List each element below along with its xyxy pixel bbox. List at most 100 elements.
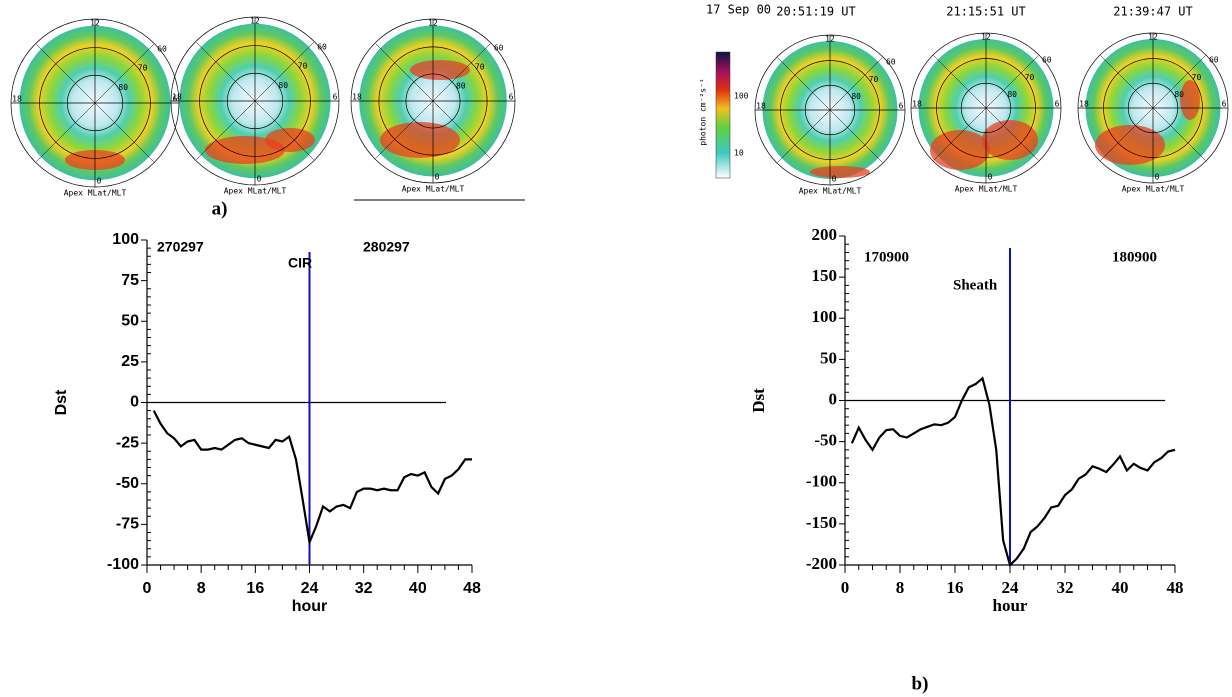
mlt-label: 18 [352, 93, 362, 102]
mlt-label: 12 [825, 35, 835, 44]
x-tick-label: 0 [841, 578, 850, 597]
mlt-axis [1100, 55, 1206, 161]
colorbar [715, 51, 731, 179]
mlt-label: 18 [12, 95, 22, 104]
event-label: Sheath [953, 277, 998, 293]
aurora-patch [1180, 80, 1200, 120]
y-tick-label: -25 [116, 434, 139, 451]
mlt-label: 6 [1055, 100, 1060, 109]
y-tick-label: 50 [820, 348, 837, 367]
x-tick-label: 32 [355, 580, 373, 597]
mlt-axis [933, 55, 1039, 161]
mlt-axis [196, 42, 314, 160]
annotation: 270297 [157, 239, 204, 255]
colorbar-tick: 100 [734, 92, 749, 101]
aurora-patch [205, 136, 285, 164]
mlt-label: 18 [912, 100, 922, 109]
mlt-label: 18 [756, 102, 766, 111]
annotation: 280297 [363, 239, 410, 255]
image-caption: Apex MLat/MLT [799, 187, 862, 196]
mlt-label: 18 [1079, 100, 1089, 109]
mlat-label: 70 [1025, 73, 1035, 82]
y-tick-label: -150 [806, 513, 837, 532]
event-label: CIR [288, 255, 312, 271]
x-tick-label: 8 [197, 580, 206, 597]
x-tick-label: 40 [409, 580, 427, 597]
mlt-label: 12 [981, 33, 991, 42]
y-tick-label: 200 [812, 225, 838, 244]
mlt-label: 18 [172, 93, 182, 102]
colorbar-unit: photon cm⁻²s⁻¹ [699, 78, 708, 145]
mlat-label: 80 [456, 82, 466, 91]
y-tick-label: -200 [806, 554, 837, 573]
mlt-label: 6 [899, 102, 904, 111]
mlat-label: 80 [118, 83, 128, 92]
y-axis-label: Dst [749, 388, 768, 413]
aurora-patch [265, 128, 315, 152]
y-tick-label: 100 [812, 307, 838, 326]
mlt-label: 6 [333, 93, 338, 102]
y-tick-label: 50 [121, 312, 139, 329]
y-tick-label: 150 [812, 266, 838, 285]
x-tick-label: 32 [1057, 578, 1074, 597]
mlt-label: 12 [90, 19, 100, 28]
mlat-label: 70 [138, 64, 148, 73]
aurora-patch [982, 120, 1038, 160]
x-tick-label: 24 [301, 580, 319, 597]
mlt-label: 6 [509, 93, 514, 102]
mlt-label: 12 [250, 17, 260, 26]
mlat-label: 80 [851, 92, 861, 101]
y-tick-label: -100 [107, 556, 139, 573]
mlat-label: 70 [475, 63, 485, 72]
y-tick-label: -50 [814, 431, 837, 450]
y-tick-label: 75 [121, 272, 139, 289]
x-tick-label: 8 [896, 578, 905, 597]
dst-line [850, 376, 1176, 568]
y-tick-label: -50 [116, 475, 139, 492]
x-tick-label: 40 [1112, 578, 1129, 597]
y-tick-label: -75 [116, 516, 139, 533]
panel-label: a) [212, 198, 228, 219]
x-tick-label: 16 [246, 580, 264, 597]
mlt-label: 12 [428, 19, 438, 28]
mlat-label: 60 [317, 42, 327, 51]
aurora-patch [410, 60, 470, 80]
mlt-label: 0 [1155, 173, 1160, 182]
mlt-label: 12 [1148, 33, 1158, 42]
mlat-label: 60 [1042, 56, 1052, 65]
mlt-label: 0 [257, 175, 262, 184]
mlt-axis [36, 44, 154, 162]
y-tick-label: 25 [121, 353, 139, 370]
y-tick-label: 0 [829, 389, 838, 408]
aurora-patch [380, 122, 460, 158]
image-caption: Apex MLat/MLT [402, 185, 465, 194]
dst-line [152, 410, 472, 547]
x-tick-label: 24 [1002, 578, 1020, 597]
mlt-label: 6 [173, 95, 178, 104]
mlat-label: 80 [278, 81, 288, 90]
mlat-label: 60 [886, 58, 896, 67]
mlt-label: 6 [1222, 100, 1227, 109]
mlat-label: 80 [1007, 90, 1017, 99]
annotation: 180900 [1112, 249, 1157, 265]
x-axis-label: hour [292, 598, 328, 615]
mlat-label: 70 [298, 62, 308, 71]
mlat-label: 70 [1192, 73, 1202, 82]
image-date: 17 Sep 00 [706, 3, 771, 17]
mlat-label: 60 [157, 44, 167, 53]
image-caption: Apex MLat/MLT [64, 189, 127, 198]
panel-label: b) [912, 673, 929, 694]
mlt-axis [777, 57, 883, 163]
mlat-label: 60 [494, 44, 504, 53]
aurora-patch [1095, 125, 1165, 165]
mlat-label: 60 [1209, 56, 1219, 65]
mlt-axis [375, 43, 491, 159]
mlat-label: 70 [869, 75, 879, 84]
mlat-label: 80 [1174, 90, 1184, 99]
colorbar-tick: 10 [734, 149, 744, 158]
